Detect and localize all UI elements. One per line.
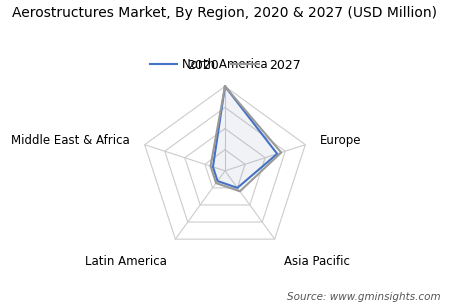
Legend: 2020, 2027: 2020, 2027	[144, 53, 306, 77]
Text: Asia Pacific: Asia Pacific	[284, 255, 350, 268]
Text: Aerostructures Market, By Region, 2020 & 2027 (USD Million): Aerostructures Market, By Region, 2020 &…	[13, 6, 437, 20]
Text: Source: www.gminsights.com: Source: www.gminsights.com	[288, 292, 441, 302]
Text: North America: North America	[182, 58, 268, 71]
Text: Europe: Europe	[320, 134, 361, 146]
Polygon shape	[211, 86, 281, 191]
Text: Latin America: Latin America	[85, 255, 166, 268]
Text: Middle East & Africa: Middle East & Africa	[11, 134, 130, 146]
Polygon shape	[213, 86, 277, 188]
